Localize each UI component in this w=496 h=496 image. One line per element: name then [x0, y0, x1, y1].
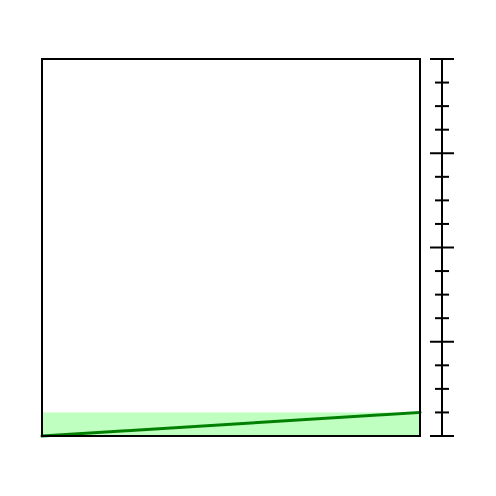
right-axis	[430, 58, 454, 437]
plot-area	[40, 410, 422, 438]
axes-frame	[41, 58, 421, 437]
series-line	[40, 410, 422, 438]
